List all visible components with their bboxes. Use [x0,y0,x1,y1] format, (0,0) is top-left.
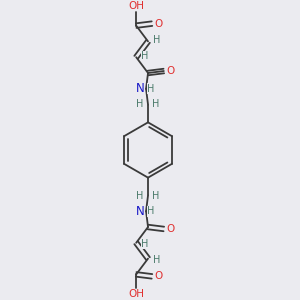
Text: H: H [136,191,144,201]
Text: H: H [153,35,161,45]
Text: O: O [167,66,175,76]
Text: H: H [141,51,149,61]
Text: O: O [155,272,163,281]
Text: H: H [136,99,144,109]
Text: N: N [136,82,145,95]
Text: H: H [152,191,160,201]
Text: O: O [155,19,163,28]
Text: H: H [152,99,160,109]
Text: H: H [141,239,149,249]
Text: H: H [153,255,161,265]
Text: H: H [147,206,155,216]
Text: H: H [147,84,155,94]
Text: O: O [167,224,175,234]
Text: OH: OH [128,289,144,299]
Text: OH: OH [128,1,144,11]
Text: N: N [136,205,145,218]
